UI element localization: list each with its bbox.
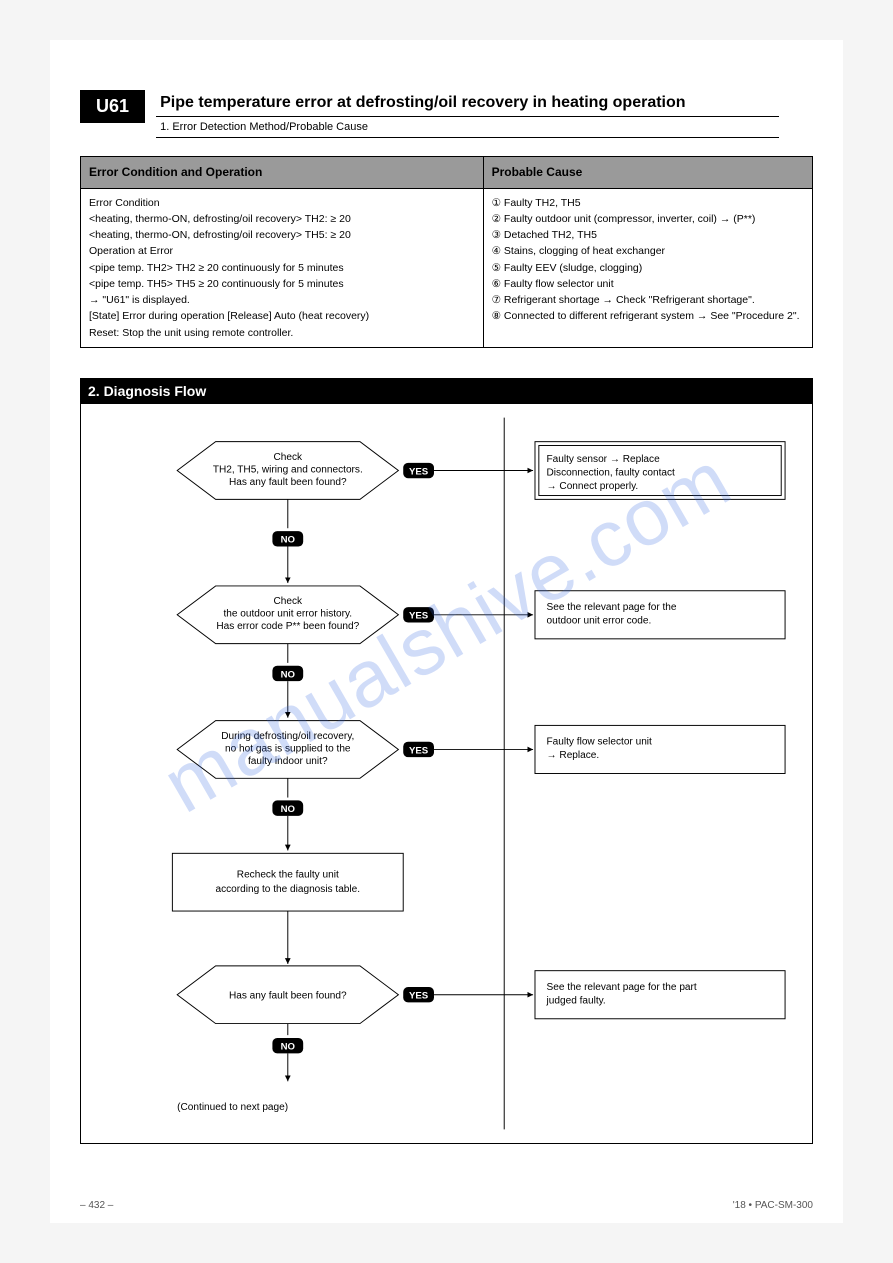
r5-l2: judged faulty.: [546, 995, 606, 1006]
page-title: Pipe temperature error at defrosting/oil…: [156, 90, 779, 117]
d3-l1: During defrosting/oil recovery,: [221, 731, 354, 742]
footer-right: '18 • PAC-SM-300: [733, 1200, 813, 1211]
cond-left-l6: <pipe temp. TH5> TH5 ≥ 20 continuously f…: [89, 276, 475, 292]
cond-left-l2: <heating, thermo-ON, defrosting/oil reco…: [89, 227, 475, 243]
section-subtitle: 1. Error Detection Method/Probable Cause: [156, 117, 779, 138]
d1-l3: Has any fault been found?: [229, 477, 347, 488]
cond-head-left: Error Condition and Operation: [81, 157, 484, 189]
d2-l2: the outdoor unit error history.: [223, 609, 352, 620]
flowchart-svg: Check TH2, TH5, wiring and connectors. H…: [81, 404, 812, 1143]
r2-l2: outdoor unit error code.: [547, 615, 652, 626]
d3-no: NO: [281, 804, 296, 815]
d2-no: NO: [281, 669, 296, 680]
d1-no: NO: [281, 535, 296, 546]
d5-no: NO: [281, 1042, 296, 1053]
d1-l1: Check: [274, 452, 304, 463]
cond-right-7: ⑧ Connected to different refrigerant sys…: [492, 308, 804, 324]
d1-l2: TH2, TH5, wiring and connectors.: [213, 464, 363, 475]
cond-right-0: ① Faulty TH2, TH5: [492, 195, 804, 211]
r1-l3: → Connect properly.: [547, 481, 639, 492]
condition-table: Error Condition and Operation Probable C…: [80, 156, 813, 348]
cond-left-l5: <pipe temp. TH2> TH2 ≥ 20 continuously f…: [89, 260, 475, 276]
r1-l1: Faulty sensor → Replace: [547, 454, 661, 465]
r3-l1: Faulty flow selector unit: [547, 737, 653, 748]
d2-yes: YES: [409, 611, 429, 622]
d5-yes: YES: [409, 991, 429, 1002]
flowchart-area: Check TH2, TH5, wiring and connectors. H…: [80, 404, 813, 1144]
header: U61 Pipe temperature error at defrosting…: [80, 90, 813, 138]
title-lines: Pipe temperature error at defrosting/oil…: [156, 90, 779, 138]
footer-left: – 432 –: [80, 1200, 113, 1211]
cond-right-5: ⑥ Faulty flow selector unit: [492, 276, 804, 292]
d3-l3: faulty indoor unit?: [248, 756, 328, 767]
cond-left-l7: → "U61" is displayed.: [89, 292, 475, 308]
p4-l1: Recheck the faulty unit: [237, 869, 339, 880]
cond-left-cell: Error Condition <heating, thermo-ON, def…: [81, 188, 484, 347]
p4-l2: according to the diagnosis table.: [216, 884, 361, 895]
cond-right-2: ③ Detached TH2, TH5: [492, 227, 804, 243]
r3-l2: → Replace.: [547, 750, 600, 761]
cond-left-l1: <heating, thermo-ON, defrosting/oil reco…: [89, 211, 475, 227]
error-code-box: U61: [80, 90, 145, 123]
cond-left-l4: Operation at Error: [89, 243, 475, 259]
d2-l1: Check: [274, 596, 304, 607]
d5-l1: Has any fault been found?: [229, 991, 347, 1002]
r5-l1: See the relevant page for the part: [547, 982, 697, 993]
continued-label: (Continued to next page): [177, 1102, 288, 1113]
cond-right-3: ④ Stains, clogging of heat exchanger: [492, 243, 804, 259]
r2-l1: See the relevant page for the: [547, 602, 677, 613]
cond-head-right: Probable Cause: [483, 157, 812, 189]
cond-left-l0: Error Condition: [89, 195, 475, 211]
cond-left-l8: [State] Error during operation [Release]…: [89, 308, 475, 324]
cond-left-l9: Reset: Stop the unit using remote contro…: [89, 325, 475, 341]
r1-l2: Disconnection, faulty contact: [547, 467, 675, 478]
d1-yes: YES: [409, 466, 429, 477]
footer: – 432 – '18 • PAC-SM-300: [50, 1200, 843, 1211]
cond-right-cell: ① Faulty TH2, TH5 ② Faulty outdoor unit …: [483, 188, 812, 347]
cond-right-1: ② Faulty outdoor unit (compressor, inver…: [492, 211, 804, 227]
cond-right-6: ⑦ Refrigerant shortage → Check "Refriger…: [492, 292, 804, 308]
cond-right-4: ⑤ Faulty EEV (sludge, clogging): [492, 260, 804, 276]
diagnosis-bar: 2. Diagnosis Flow: [80, 378, 813, 404]
d3-l2: no hot gas is supplied to the: [225, 743, 351, 754]
d2-l3: Has error code P** been found?: [216, 621, 359, 632]
d3-yes: YES: [409, 745, 429, 756]
